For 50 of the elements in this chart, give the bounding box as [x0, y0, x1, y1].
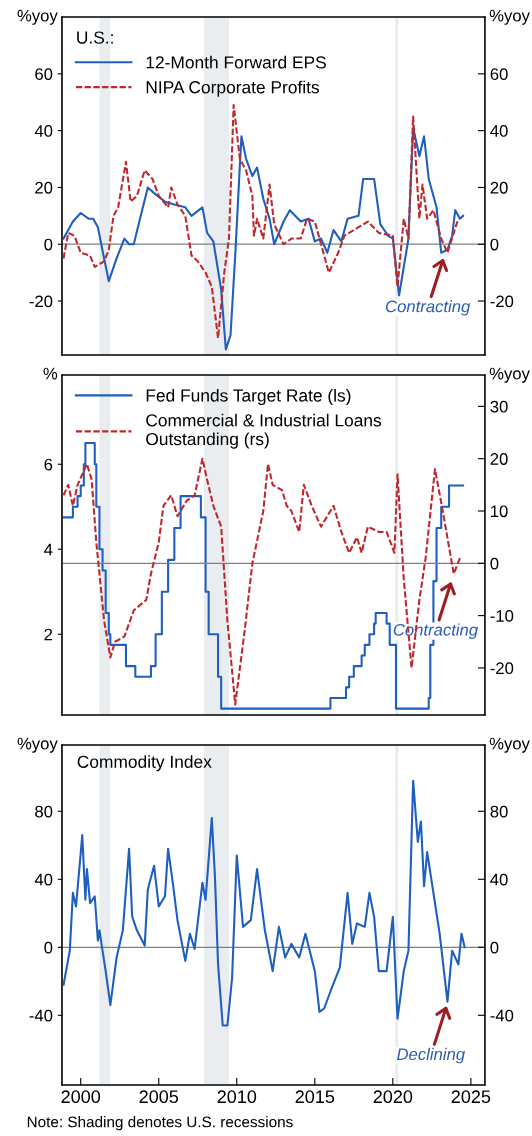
- y-tick-label: 40: [34, 873, 53, 886]
- x-tick-label: 2000: [61, 1090, 101, 1104]
- y2-tick-label: 40: [490, 873, 508, 886]
- x-tick-label: 2020: [373, 1090, 413, 1104]
- y2-tick-label: -20: [490, 295, 514, 308]
- y-tick-label: 40: [34, 125, 53, 137]
- y2-tick-label: 0: [490, 941, 499, 954]
- y2-axis-title: %yoy: [489, 9, 530, 25]
- text: Note: Shading denotes U.S. recessions: [27, 1116, 293, 1131]
- x-tick-label: 2010: [217, 1090, 257, 1104]
- legend-label: Commercial & Industrial Loans Outstanding (rs): [146, 413, 382, 449]
- line-series: [62, 779, 466, 1027]
- y2-tick-label: -20: [490, 662, 514, 675]
- y2-tick-label: 40: [490, 125, 508, 137]
- legend-label: 12-Month Forward EPS: [146, 55, 326, 69]
- y-tick-label: 4: [44, 543, 53, 556]
- y2-tick-label: 0: [490, 557, 499, 570]
- annotation: Contracting: [385, 300, 471, 316]
- y2-tick-label: -10: [490, 610, 514, 622]
- y2-tick-label: 10: [491, 505, 508, 518]
- y-axis-title: %: [43, 367, 58, 380]
- y2-axis-title: %yoy: [489, 737, 530, 753]
- text: Commodity Index: [77, 755, 212, 772]
- x-tick-label: 2015: [295, 1090, 335, 1104]
- y-tick-label: 80: [35, 805, 53, 818]
- y-tick-label: 60: [35, 68, 53, 81]
- y-tick-label: 0: [44, 941, 53, 954]
- y2-tick-label: 30: [490, 400, 508, 413]
- annotation: Declining: [397, 1047, 465, 1064]
- y-tick-label: -40: [29, 1009, 53, 1022]
- y2-tick-label: 20: [490, 181, 508, 194]
- legend-label: NIPA Corporate Profits: [146, 80, 320, 97]
- annotation: Contracting: [393, 623, 478, 639]
- y2-axis-title: %yoy: [489, 367, 530, 383]
- y2-tick-label: 20: [490, 453, 508, 465]
- y2-tick-label: -40: [490, 1009, 514, 1022]
- y-tick-label: 0: [44, 238, 53, 251]
- legend-title: U.S.:: [77, 31, 113, 44]
- y-tick-label: 20: [35, 181, 53, 194]
- y-tick-label: 2: [44, 628, 53, 641]
- y-tick-label: -20: [29, 295, 53, 308]
- legend-label: Fed Funds Target Rate (ls): [146, 388, 351, 406]
- y-axis-title: %yoy: [17, 9, 58, 25]
- y2-tick-label: 80: [490, 805, 508, 818]
- x-tick-label: 2005: [139, 1090, 179, 1104]
- y2-tick-label: 60: [490, 68, 508, 81]
- x-tick-label: 2025: [451, 1090, 491, 1104]
- y-axis-title: %yoy: [17, 737, 58, 753]
- y-tick-label: 6: [44, 458, 53, 471]
- y2-tick-label: 0: [490, 238, 499, 251]
